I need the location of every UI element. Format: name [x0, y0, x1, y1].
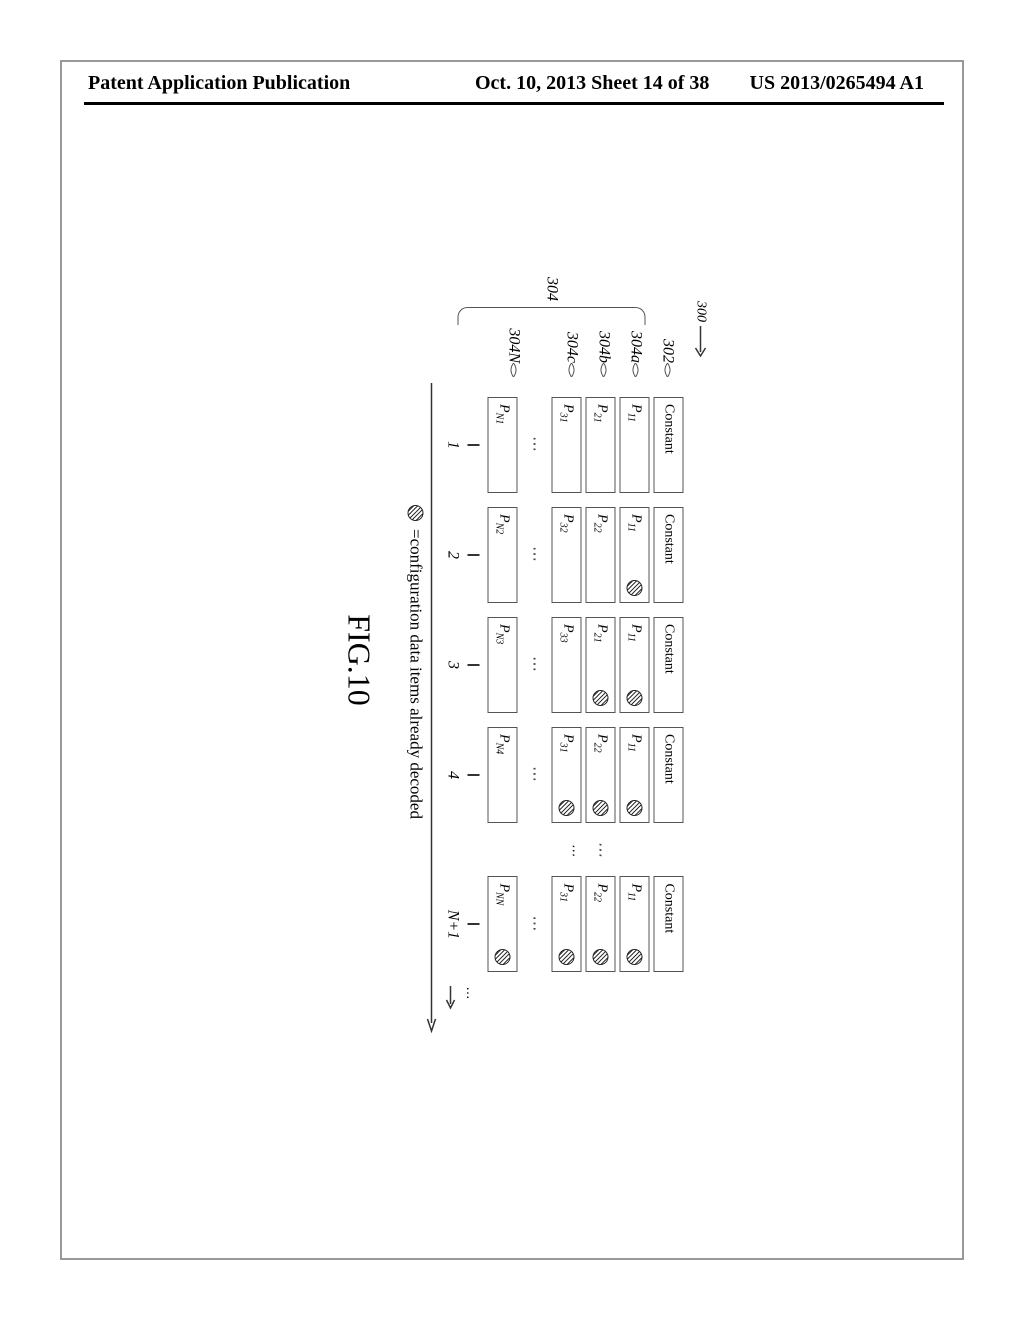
c2-r2: P22 — [586, 507, 616, 603]
c2-vdots: ⋯ — [522, 546, 548, 564]
col-1: Constant P11 P21 P31 ⋯ PN1 1 — [444, 397, 684, 493]
c4-rN: PN4 — [488, 727, 518, 823]
c1-rN: PN1 — [488, 397, 518, 493]
axis-2: 2 — [444, 551, 462, 559]
header-left: Patent Application Publication — [88, 72, 350, 95]
row-braces: 302 304a 304b 304c 304N — [498, 339, 684, 383]
col-dots: ⋯ ⋯ — [488, 837, 684, 862]
c3-vdots: ⋯ — [522, 656, 548, 674]
c4-r1: P11 — [620, 727, 650, 823]
decoded-icon — [559, 800, 575, 816]
diagram-grid: 304 302 304a 304b 304c 304N Constant P11… — [444, 297, 684, 1023]
decoded-icon — [593, 800, 609, 816]
axis-3: 3 — [444, 661, 462, 669]
c1-vdots: ⋯ — [522, 436, 548, 454]
col-3: Constant P11 P21 P33 ⋯ PN3 3 — [444, 617, 684, 713]
c3-r1: P11 — [620, 617, 650, 713]
ref-300-label: 300 — [693, 301, 709, 322]
axis-arrow-right: ⋯ — [454, 986, 684, 1023]
c3-r2: P21 — [586, 617, 616, 713]
c1-r2: P21 — [586, 397, 616, 493]
decoded-icon — [627, 580, 643, 596]
legend: =configuration data items already decode… — [406, 297, 426, 1023]
brace-304a: 304a — [620, 331, 652, 383]
c3-const: Constant — [654, 617, 684, 713]
cN-vdots: ⋯ — [522, 915, 548, 933]
figure-10: 300 304 302 304a 304b 304c 304N Constant… — [341, 297, 684, 1023]
cN-r1: P11 — [620, 876, 650, 972]
c2-rN: PN2 — [488, 507, 518, 603]
brace-304c: 304c — [556, 332, 588, 383]
group-brace-label: 304 — [543, 277, 561, 307]
c4-r3: P31 — [552, 727, 582, 823]
legend-text: =configuration data items already decode… — [406, 529, 426, 819]
decoded-icon — [627, 800, 643, 816]
c2-r3: P32 — [552, 507, 582, 603]
ref-300-arrow: 300 — [692, 301, 710, 360]
cN-const: Constant — [654, 876, 684, 972]
decoded-icon — [627, 949, 643, 965]
decoded-icon — [593, 690, 609, 706]
c4-r2: P22 — [586, 727, 616, 823]
cN-r3: P31 — [552, 876, 582, 972]
brace-302: 302 — [652, 339, 684, 383]
header-rule — [84, 102, 944, 105]
decoded-icon — [559, 949, 575, 965]
c3-r3: P33 — [552, 617, 582, 713]
brace-304b: 304b — [588, 331, 620, 383]
decoded-icon — [593, 949, 609, 965]
brace-304N: 304N — [498, 328, 530, 383]
c4-vdots: ⋯ — [522, 766, 548, 784]
c2-const: Constant — [654, 507, 684, 603]
c2-r1: P11 — [620, 507, 650, 603]
col-last: Constant P11 P22 P31 ⋯ PNN N+1 — [444, 876, 684, 972]
header-right: US 2013/0265494 A1 — [750, 72, 924, 95]
x-axis-line — [427, 383, 437, 1043]
col-2: Constant P11 P22 P32 ⋯ PN2 2 — [444, 507, 684, 603]
axis-N1: N+1 — [444, 910, 462, 939]
group-brace-304: 304 — [458, 297, 684, 325]
decoded-icon — [495, 949, 511, 965]
cN-rN: PNN — [488, 876, 518, 972]
header-center: Oct. 10, 2013 Sheet 14 of 38 — [475, 72, 709, 95]
decoded-icon — [408, 505, 424, 521]
c1-r1: P11 — [620, 397, 650, 493]
c3-rN: PN3 — [488, 617, 518, 713]
c1-const: Constant — [654, 397, 684, 493]
col-4: Constant P11 P22 P31 ⋯ PN4 4 — [444, 727, 684, 823]
axis-4: 4 — [444, 771, 462, 779]
cN-r2: P22 — [586, 876, 616, 972]
figure-caption: FIG.10 — [341, 297, 378, 1023]
axis-1: 1 — [444, 441, 462, 449]
c4-const: Constant — [654, 727, 684, 823]
c1-r3: P31 — [552, 397, 582, 493]
decoded-icon — [627, 690, 643, 706]
